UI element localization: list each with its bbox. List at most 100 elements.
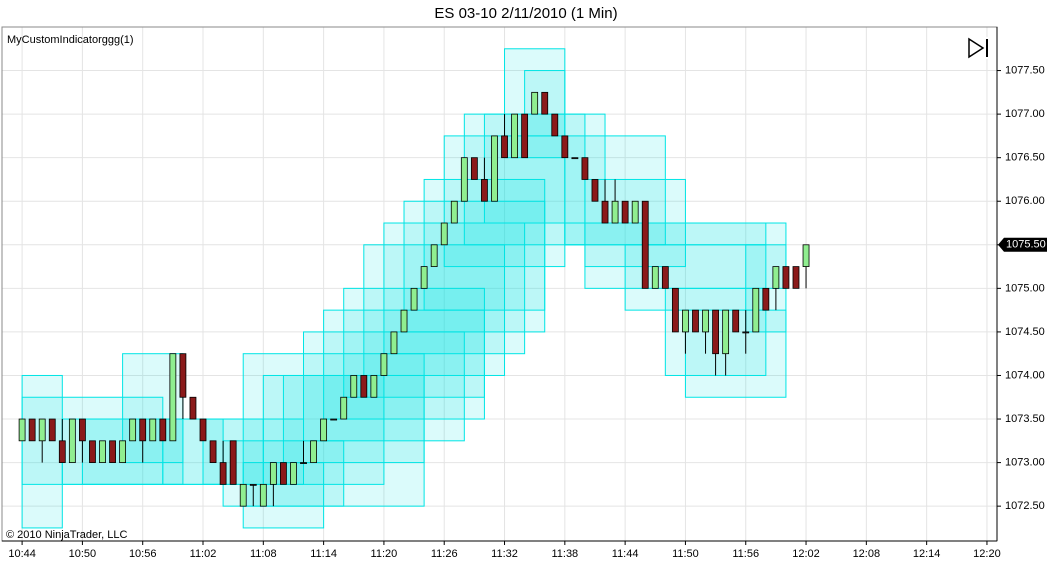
candle-body [209,440,217,463]
candle-body [340,396,348,420]
candle-body [360,375,368,398]
y-tick-label: 1076.50 [1005,152,1045,164]
candle-body [259,483,267,507]
candle-body [762,287,770,311]
candle-body [380,353,388,376]
candle-body [551,113,559,137]
y-tick-label: 1073.50 [1005,413,1045,425]
candle-body [28,418,36,442]
candle-body [571,157,579,160]
x-tick-label: 11:38 [551,548,578,560]
candle-body [782,266,790,289]
candle-body [229,440,237,485]
x-tick-label: 11:44 [612,548,639,560]
candle-body [18,418,26,442]
candle-body [239,483,247,507]
candle-body [269,462,277,485]
candle-body [249,483,257,486]
x-tick-label: 11:08 [250,548,277,560]
x-tick-label: 11:02 [190,548,217,560]
candle-body [119,440,127,463]
candle-body [300,462,307,464]
y-tick-label: 1075.00 [1005,282,1045,294]
candle-body [671,287,679,333]
candle-body [521,113,529,159]
candle-body [58,440,66,463]
candle-body [481,179,488,202]
candle-body [460,157,468,202]
watermark: © 2010 NinjaTrader, LLC [6,529,127,541]
candle-body [591,179,599,202]
candle-body [611,200,619,224]
candle-body [621,200,629,224]
y-tick-label: 1073.00 [1005,456,1045,468]
candle-body [732,309,740,333]
candle-body [702,309,709,333]
candle-body [722,309,730,355]
candle-body [149,418,157,442]
candle-body [641,200,649,289]
candle-body [159,418,167,442]
candle-body [129,418,137,442]
candle-body [320,418,328,442]
x-tick-label: 12:14 [913,548,941,560]
y-tick-label: 1077.50 [1005,64,1045,76]
range-box [584,222,787,289]
candle-body [89,440,96,463]
x-tick-label: 11:32 [491,548,518,560]
candle-body [470,157,478,180]
candle-body [742,331,750,334]
candle-body [169,353,177,442]
candle-body [48,418,56,442]
candle-body [310,440,317,463]
candle-body [109,440,116,463]
x-tick-label: 11:20 [371,548,398,560]
candle-body [99,440,106,463]
axes: 1072.50 1073.00 1073.50 1074.00 1074.50 1075.… [8,64,1047,560]
candle-body [491,135,498,202]
candle-body [38,418,46,442]
x-tick-label: 12:08 [853,548,881,560]
candle-body [79,418,86,442]
x-tick-label: 10:44 [8,548,36,560]
y-tick-label: 1077.00 [1005,108,1045,120]
candle-body [68,418,76,463]
chart-title: ES 03-10 2/11/2010 (1 Min) [434,5,617,22]
x-tick-label: 11:26 [431,548,458,560]
play-icon[interactable] [968,37,985,59]
candle-body [290,462,297,485]
last-price-marker [998,237,1047,252]
candle-body [440,222,448,246]
candle-body [370,375,378,398]
candle-body [501,135,508,159]
candle-body [420,266,428,289]
y-tick-label: 1074.00 [1005,369,1045,381]
candle-body [772,266,780,289]
candle-body [350,375,358,398]
candle-body [561,135,569,159]
candle-body [330,418,338,421]
candle-body [400,309,408,333]
play-button-bg[interactable] [966,37,990,59]
x-tick-label: 11:56 [732,548,759,560]
x-tick-label: 12:20 [973,548,1001,560]
candle-body [581,157,589,180]
play-button[interactable] [966,37,990,59]
candle-body [531,91,539,115]
x-tick-label: 11:50 [672,548,699,560]
y-tick-label: 1074.50 [1005,326,1045,338]
candle-body [661,266,669,289]
candle-body [199,418,207,442]
x-tick-label: 10:56 [129,548,157,560]
candle-body [430,244,438,267]
x-tick-label: 11:14 [310,548,337,560]
y-tick-label: 1072.50 [1005,500,1045,512]
candle-body [682,309,689,333]
candle-body [280,462,287,485]
candle-body [631,200,639,224]
candle-body [179,353,187,398]
candle-body [752,287,760,333]
candle-body [511,113,518,159]
